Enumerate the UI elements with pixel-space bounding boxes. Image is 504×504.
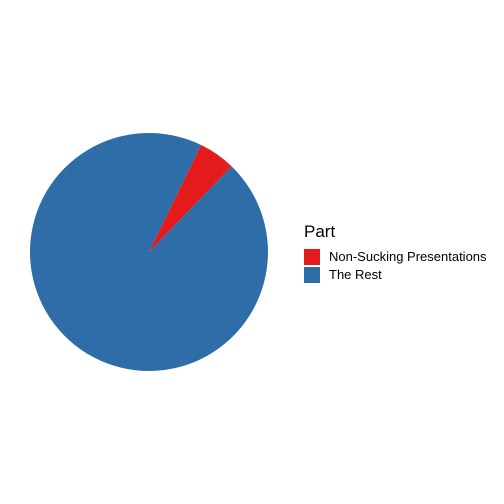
pie-slice-0 [149, 145, 232, 252]
legend-swatch-0 [304, 249, 320, 265]
legend-label-1: The Rest [329, 267, 382, 282]
legend-label-0: Non-Sucking Presentations [329, 249, 487, 264]
legend-swatch-1 [304, 267, 320, 283]
legend: Part Non-Sucking Presentations The Rest [304, 222, 487, 283]
legend-title: Part [304, 222, 335, 241]
pie-slices [29, 132, 268, 371]
legend-items: Non-Sucking Presentations The Rest [304, 249, 487, 283]
pie-slice-1 [29, 132, 268, 371]
